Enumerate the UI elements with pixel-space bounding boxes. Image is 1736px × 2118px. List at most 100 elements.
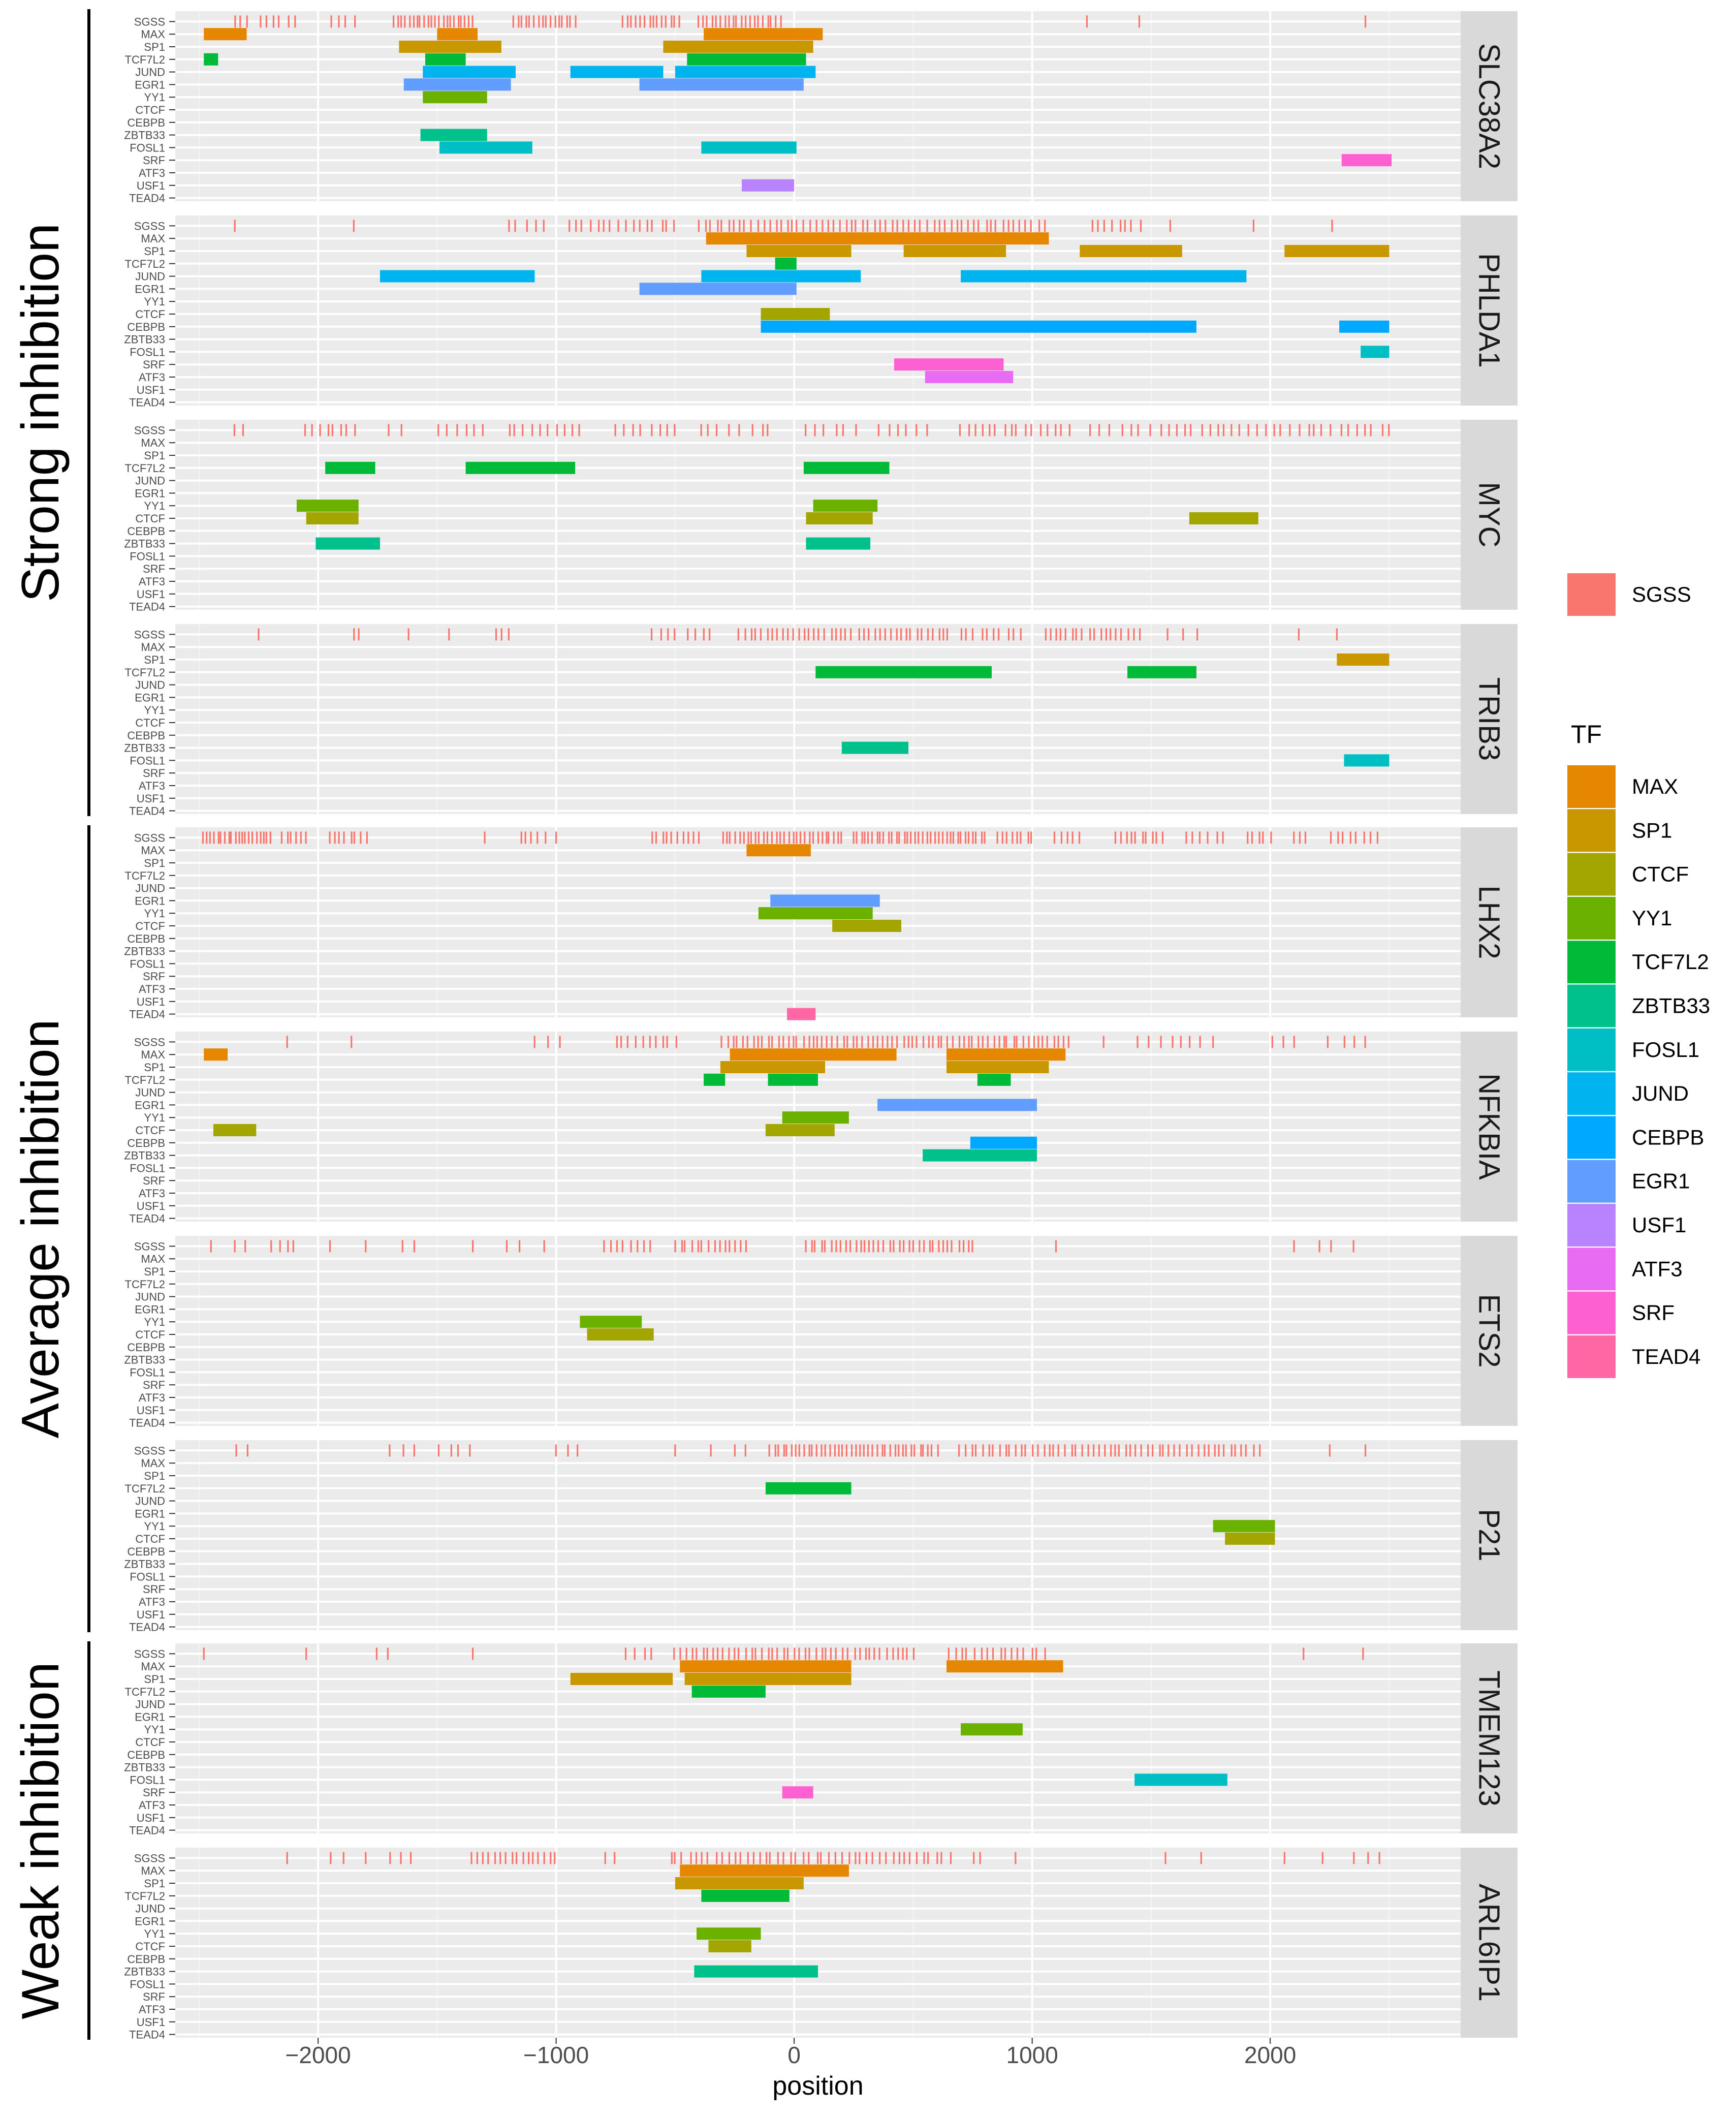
sgss-tick [906, 1647, 908, 1660]
sgss-tick [219, 831, 222, 844]
sgss-tick [1293, 831, 1295, 844]
sgss-tick [822, 220, 824, 232]
sgss-tick [1098, 1444, 1100, 1457]
sgss-tick [1007, 220, 1009, 232]
sgss-tick [649, 15, 651, 28]
sgss-tick [908, 1852, 911, 1864]
sgss-tick [555, 831, 557, 844]
tf-segment-jund [423, 66, 516, 78]
sgss-tick [238, 831, 240, 844]
sgss-tick [960, 628, 963, 641]
sgss-tick [986, 1647, 988, 1660]
sgss-tick [782, 1852, 784, 1864]
sgss-tick [515, 1852, 518, 1864]
sgss-tick [815, 220, 817, 232]
y-tick-label: FOSL1 [130, 957, 165, 970]
sgss-tick [747, 1852, 749, 1864]
sgss-tick [269, 831, 271, 844]
sgss-tick [409, 1852, 412, 1864]
tf-segment-cebpb [970, 1136, 1037, 1149]
sgss-tick [715, 15, 717, 28]
sgss-tick [1262, 831, 1264, 844]
tf-segment-ctcf [587, 1328, 654, 1341]
sgss-tick [1138, 15, 1141, 28]
sgss-tick [558, 15, 560, 28]
y-tick-label: EGR1 [135, 1710, 165, 1723]
sgss-tick [937, 1444, 939, 1457]
sgss-tick [400, 1852, 402, 1864]
sgss-tick [706, 1852, 708, 1864]
sgss-tick [828, 1852, 830, 1864]
sgss-tick [687, 831, 689, 844]
sgss-tick [861, 831, 863, 844]
sgss-tick [745, 15, 747, 28]
sgss-tick [909, 628, 911, 641]
sgss-tick [1265, 424, 1267, 437]
sgss-tick [1184, 424, 1186, 437]
tf-segment-zbtb33 [315, 537, 380, 550]
sgss-tick [703, 628, 705, 641]
sgss-tick [1197, 1444, 1200, 1457]
sgss-tick [1161, 831, 1164, 844]
sgss-tick [737, 628, 739, 641]
sgss-tick [1353, 1852, 1355, 1864]
y-tick-label: USF1 [137, 588, 165, 601]
sgss-tick [407, 628, 409, 641]
sgss-tick [959, 831, 962, 844]
sgss-tick [977, 1036, 980, 1048]
sgss-tick [904, 831, 906, 844]
tf-segment-tcf7l2 [687, 53, 806, 66]
sgss-tick [569, 15, 571, 28]
sgss-tick [863, 1444, 865, 1457]
sgss-tick [1299, 831, 1301, 844]
sgss-tick [598, 220, 600, 232]
sgss-tick [946, 831, 948, 844]
sgss-tick [1201, 424, 1203, 437]
sgss-tick [948, 1647, 950, 1660]
sgss-tick [712, 1647, 714, 1660]
sgss-tick [968, 1240, 970, 1253]
sgss-tick [387, 1647, 389, 1660]
sgss-tick [808, 1036, 810, 1048]
sgss-tick [981, 1647, 983, 1660]
sgss-tick [805, 424, 807, 437]
sgss-tick [671, 1852, 673, 1864]
sgss-tick [823, 628, 825, 641]
y-tick-label: TEAD4 [129, 805, 165, 818]
sgss-tick [971, 628, 974, 641]
sgss-tick [535, 220, 537, 232]
sgss-tick [750, 831, 752, 844]
sgss-tick [1111, 220, 1113, 232]
y-tick-label: CTCF [135, 920, 165, 932]
sgss-tick [508, 628, 510, 641]
sgss-tick [621, 1240, 623, 1253]
legend-label: TEAD4 [1632, 1345, 1700, 1368]
sgss-tick [1230, 424, 1233, 437]
sgss-tick [1041, 1036, 1044, 1048]
sgss-tick [703, 1647, 705, 1660]
sgss-tick [934, 220, 936, 232]
sgss-tick [389, 1444, 391, 1457]
sgss-tick [1030, 424, 1032, 437]
sgss-tick [959, 424, 961, 437]
sgss-tick [1028, 1036, 1030, 1048]
sgss-tick [768, 1444, 770, 1457]
sgss-tick [741, 15, 743, 28]
sgss-tick [476, 1852, 478, 1864]
sgss-tick [1120, 628, 1122, 641]
sgss-tick [509, 424, 511, 437]
y-tick-label: JUND [135, 679, 165, 692]
sgss-tick [292, 1240, 294, 1253]
sgss-tick [554, 15, 556, 28]
sgss-tick [508, 220, 510, 232]
group-label: Strong inhibition [11, 223, 70, 602]
sgss-tick [903, 1852, 905, 1864]
sgss-tick [651, 424, 653, 437]
tf-segment-srf [782, 1786, 813, 1799]
sgss-tick [1234, 1444, 1236, 1457]
sgss-tick [934, 831, 936, 844]
sgss-tick [768, 1036, 770, 1048]
sgss-tick [835, 628, 837, 641]
sgss-tick [721, 1647, 723, 1660]
y-tick-label: CTCF [135, 512, 165, 525]
